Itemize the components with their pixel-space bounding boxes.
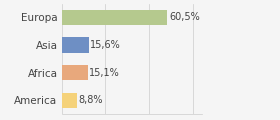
Text: 60,5%: 60,5%	[169, 12, 200, 22]
Bar	[62, 10, 167, 25]
Text: 15,6%: 15,6%	[90, 40, 121, 50]
Text: 15,1%: 15,1%	[89, 68, 120, 78]
Bar	[62, 37, 89, 53]
Bar	[62, 65, 88, 80]
Bar	[62, 93, 77, 108]
Text: 8,8%: 8,8%	[78, 95, 103, 105]
